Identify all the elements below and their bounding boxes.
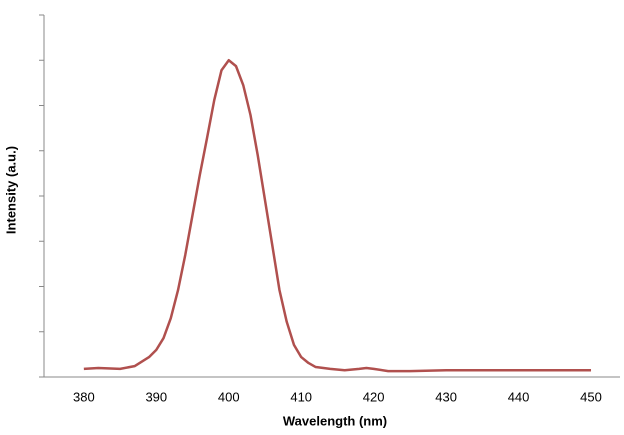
x-tick-label: 440 <box>508 389 530 404</box>
x-tick-label: 420 <box>363 389 385 404</box>
x-tick-label: 430 <box>435 389 457 404</box>
x-tick-label: 390 <box>145 389 167 404</box>
line-series <box>83 59 592 373</box>
x-tick-label: 450 <box>580 389 602 404</box>
x-tick-label: 380 <box>73 389 95 404</box>
y-axis-label: Intensity (a.u.) <box>3 146 18 234</box>
x-axis-label: Wavelength (nm) <box>283 413 387 428</box>
x-tick-label: 410 <box>290 389 312 404</box>
x-tick-label: 400 <box>218 389 240 404</box>
